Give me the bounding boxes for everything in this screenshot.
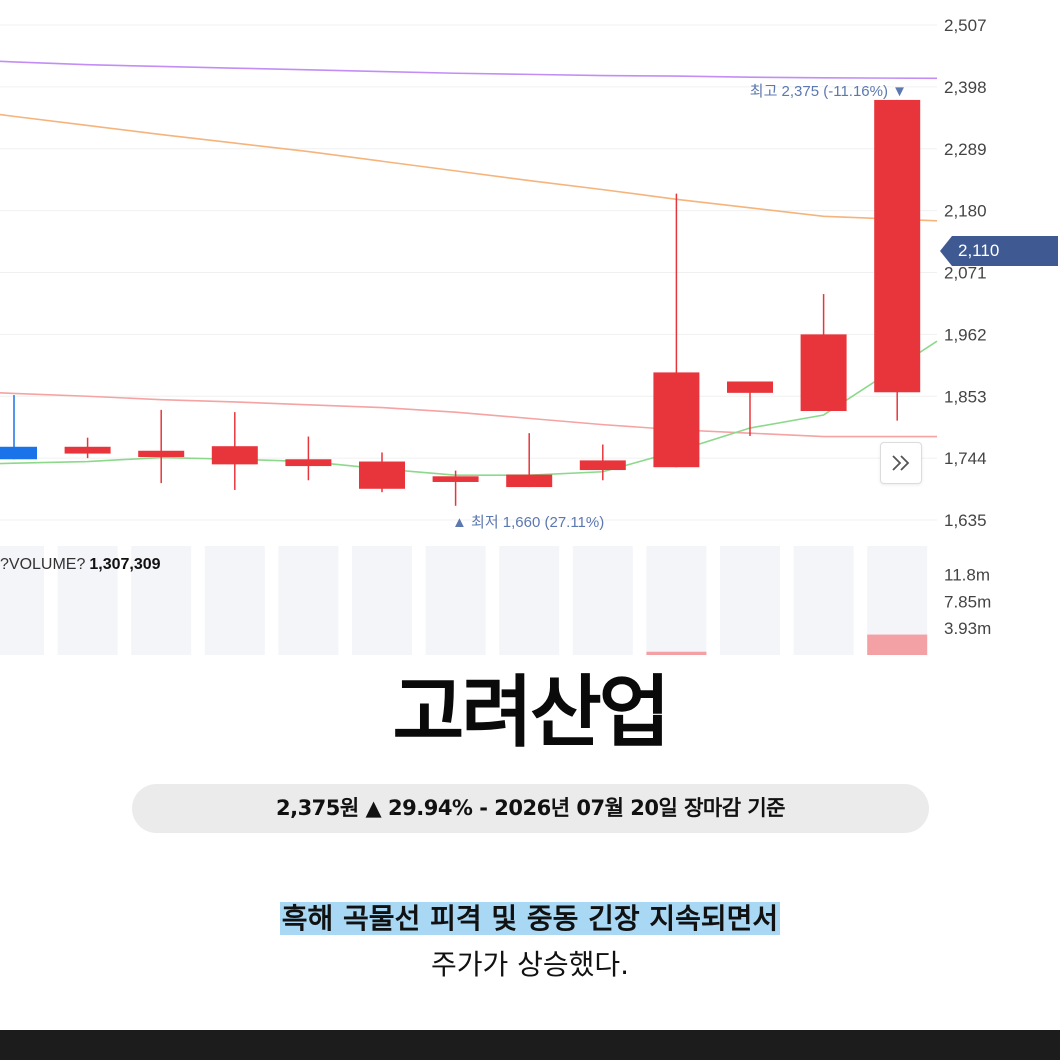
- candle-body: [874, 99, 921, 393]
- volume-column-bg: [0, 546, 44, 655]
- volume-column-bg: [204, 546, 265, 655]
- candle-body: [653, 372, 700, 468]
- low-annotation: ▲ 최저 1,660 (27.11%): [452, 514, 604, 531]
- volume-bar: [646, 651, 707, 655]
- volume-tick-label: 7.85m: [944, 593, 991, 612]
- volume-column-bg: [278, 546, 339, 655]
- moving-average-purple: [0, 60, 938, 80]
- y-tick-label: 1,635: [944, 511, 987, 530]
- moving-average-orange: [0, 113, 938, 222]
- volume-readout: ?VOLUME? 1,307,309: [0, 556, 161, 574]
- y-tick-label: 1,853: [944, 387, 987, 406]
- stock-chart: 2,507 2,398 2,289 2,180 2,071 1,962 1,853 1,744…: [0, 16, 1058, 655]
- volume-column-bg: [425, 546, 486, 655]
- volume-column-bg: [352, 546, 412, 655]
- volume-column-bg: [57, 546, 118, 655]
- volume-column-bg: [646, 546, 707, 655]
- candle-body: [211, 446, 258, 465]
- y-tick-label: 2,507: [944, 16, 987, 35]
- y-tick-label: 2,398: [944, 78, 987, 97]
- stock-title: 고려산업: [392, 668, 670, 758]
- y-tick-label: 2,180: [944, 202, 987, 221]
- candle-body: [0, 446, 37, 460]
- candle-body: [138, 450, 185, 457]
- moving-average-red: [0, 392, 937, 438]
- volume-value: 1,307,309: [89, 556, 161, 573]
- moving-average-green: [0, 340, 938, 476]
- y-tick-label: 1,962: [944, 325, 987, 344]
- candle-body: [579, 460, 626, 471]
- chart-canvas: 2,507 2,398 2,289 2,180 2,071 1,962 1,853 1,744…: [0, 16, 991, 655]
- double-chevron-right-icon: [892, 455, 910, 471]
- volume-tick-label: 3.93m: [944, 619, 991, 638]
- volume-column-bg: [499, 546, 560, 655]
- candle-body: [285, 459, 332, 467]
- candle-body: [432, 476, 479, 482]
- bottom-bar: [0, 1030, 1060, 1060]
- volume-column-bg: [131, 546, 192, 655]
- candle-body: [359, 461, 405, 489]
- news-headline: 흑해 곡물선 피격 및 중동 긴장 지속되면서 주가가 상승했다.: [0, 895, 1060, 989]
- candle-body: [800, 334, 847, 412]
- volume-bar: [867, 634, 928, 655]
- y-tick-label: 2,289: [944, 140, 987, 159]
- volume-column-bg: [720, 546, 780, 655]
- price-summary-pill: 2,375원 ▲ 29.94% - 2026년 07월 20일 장마감 기준: [132, 784, 929, 833]
- volume-label: ?VOLUME?: [0, 556, 86, 573]
- y-tick-label: 2,071: [944, 264, 987, 283]
- volume-column-bg: [572, 546, 633, 655]
- headline-line-2: 주가가 상승했다.: [430, 948, 630, 981]
- headline-line-1: 흑해 곡물선 피격 및 중동 긴장 지속되면서: [279, 902, 781, 935]
- expand-chart-button[interactable]: [880, 442, 922, 484]
- volume-tick-label: 11.8m: [944, 566, 990, 585]
- y-tick-label: 1,744: [944, 449, 987, 468]
- candle-body: [727, 381, 773, 393]
- high-annotation: 최고 2,375 (-11.16%) ▼: [750, 83, 907, 100]
- candle-body: [506, 474, 553, 488]
- volume-column-bg: [793, 546, 854, 655]
- candle-body: [64, 446, 111, 454]
- current-price-tag: 2,110: [940, 236, 1058, 266]
